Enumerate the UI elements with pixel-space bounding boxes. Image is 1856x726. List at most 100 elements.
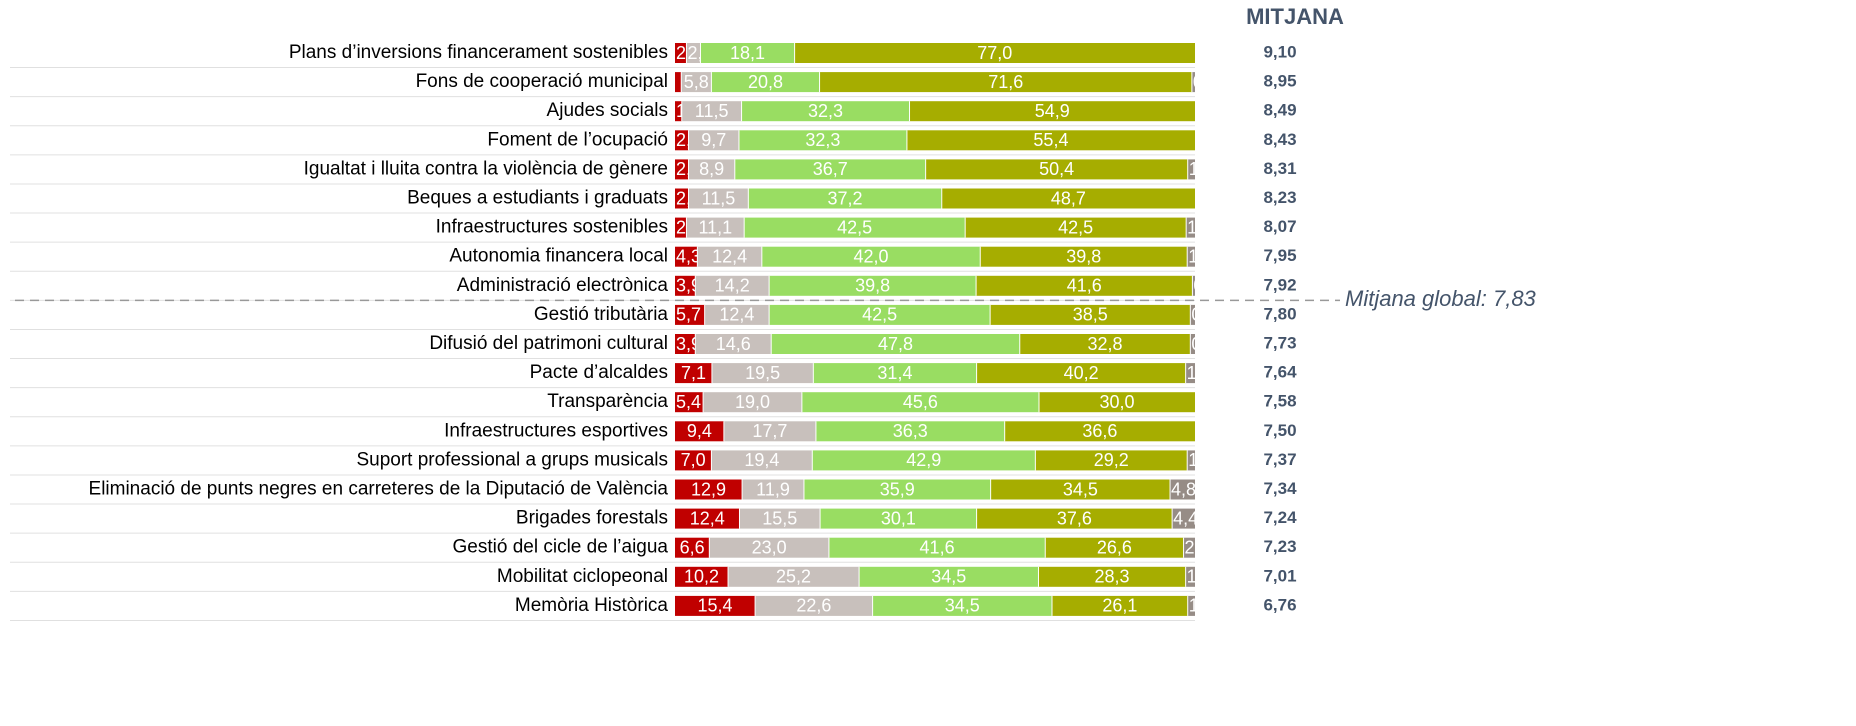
segment-label: 42,5 <box>1058 217 1093 237</box>
segment-label: 30,0 <box>1099 392 1134 412</box>
bar-segment <box>761 246 981 267</box>
segment-label: 39,8 <box>1066 246 1101 266</box>
segment-label: 7,0 <box>681 450 706 470</box>
category-label: Gestió del cicle de l’aigua <box>453 537 669 558</box>
category-label: Infraestructures esportives <box>444 420 668 441</box>
bar-segment <box>1170 479 1195 500</box>
segment-label: 2,2 <box>1185 537 1210 557</box>
mean-value: 6,76 <box>1263 595 1296 614</box>
segment-label: 26,1 <box>1102 596 1137 616</box>
segment-label: 32,3 <box>805 130 840 150</box>
bar-segment <box>1052 595 1188 616</box>
segment-label: 6,6 <box>680 537 705 557</box>
segment-label: 42,9 <box>906 450 941 470</box>
bar-segment <box>1191 72 1195 93</box>
bar-segment <box>872 595 1052 616</box>
bar-segment <box>813 363 977 384</box>
segment-label: 18,1 <box>730 43 765 63</box>
segment-label: 14,2 <box>715 276 750 296</box>
bar-segment <box>675 566 729 587</box>
mean-value: 7,58 <box>1263 392 1296 411</box>
mean-value: 7,24 <box>1263 508 1297 527</box>
bar-segment <box>769 304 991 325</box>
segment-label: 0,9 <box>1191 334 1216 354</box>
segment-label: 5,7 <box>676 305 701 325</box>
bar-segment <box>815 421 1005 442</box>
category-label: Memòria Històrica <box>515 595 669 616</box>
bar-segment <box>990 479 1171 500</box>
category-label: Fons de cooperació municipal <box>416 71 668 92</box>
bar-segment <box>675 275 696 296</box>
bar-segment <box>1192 275 1195 296</box>
segment-label: 41,6 <box>920 537 955 557</box>
average-label: Mitjana global: 7,83 <box>1345 286 1537 311</box>
segment-label: 1,7 <box>1187 217 1212 237</box>
segment-label: 35,9 <box>880 479 915 499</box>
mean-value: 7,64 <box>1263 363 1297 382</box>
category-label: Brigades forestals <box>516 508 668 529</box>
bar-segment <box>976 275 1193 296</box>
segment-label: 11,9 <box>756 479 790 499</box>
mean-value: 8,07 <box>1263 217 1296 236</box>
bar-segment <box>675 595 756 616</box>
segment-label: 17,7 <box>752 421 787 441</box>
category-label: Gestió tributària <box>534 304 669 325</box>
segment-label: 32,8 <box>1088 334 1123 354</box>
bar-segment <box>675 43 687 63</box>
category-label: Suport professional a grups musicals <box>356 449 668 470</box>
segment-label: 11,1 <box>698 217 732 237</box>
segment-label: 39,8 <box>855 276 890 296</box>
bar-segment <box>675 334 696 354</box>
segment-label: 9,4 <box>687 421 712 441</box>
segment-label: 14,6 <box>716 334 751 354</box>
category-label: Difusió del patrimoni cultural <box>429 333 668 354</box>
segment-label: 37,6 <box>1057 508 1092 528</box>
bar-segment <box>980 246 1188 267</box>
segment-label: 26,6 <box>1097 537 1132 557</box>
bar-segment <box>675 217 687 238</box>
mean-value: 7,95 <box>1263 246 1296 265</box>
segment-label: 22,6 <box>796 596 831 616</box>
bar-segment <box>769 275 977 296</box>
segment-label: 12,4 <box>719 305 754 325</box>
mean-value: 8,31 <box>1263 159 1296 178</box>
bar-segment <box>703 392 802 413</box>
bar-segment <box>675 304 705 325</box>
segment-label: 0,6 <box>1193 72 1218 92</box>
segment-label: 36,6 <box>1082 421 1117 441</box>
bar-segment <box>675 479 743 500</box>
bar-segment <box>675 450 712 471</box>
segment-label: 31,4 <box>877 363 912 383</box>
bar-segment <box>711 72 820 93</box>
segment-label: 19,5 <box>745 363 780 383</box>
mean-value: 7,50 <box>1263 421 1296 440</box>
segment-label: 71,6 <box>988 72 1023 92</box>
segment-label: 25,2 <box>776 567 811 587</box>
segment-label: 3,9 <box>676 276 701 296</box>
segment-label: 36,3 <box>893 421 928 441</box>
segment-label: 42,5 <box>837 217 872 237</box>
bar-segment <box>1190 304 1195 325</box>
category-label: Eliminació de punts negres en carreteres… <box>89 479 669 500</box>
category-label: Infraestructures sostenibles <box>436 217 668 238</box>
bar-segment <box>1186 217 1195 238</box>
mean-value: 7,73 <box>1263 333 1296 352</box>
segment-label: 12,4 <box>690 508 725 528</box>
bar-segment <box>1019 334 1191 354</box>
segment-label: 34,5 <box>945 596 980 616</box>
bar-segment <box>739 508 821 529</box>
segment-label: 15,4 <box>698 596 733 616</box>
bar-segment <box>700 43 795 63</box>
segment-label: 4,4 <box>1173 508 1198 528</box>
bar-segment <box>675 159 689 180</box>
mean-value: 7,80 <box>1263 304 1296 323</box>
bar-segment <box>1039 392 1195 413</box>
mean-value: 7,34 <box>1263 479 1297 498</box>
bar-segment <box>675 246 698 267</box>
segment-label: 50,4 <box>1039 159 1074 179</box>
category-label: Transparència <box>547 391 668 412</box>
segment-label: 19,4 <box>744 450 779 470</box>
mean-value: 8,43 <box>1263 130 1296 149</box>
bar-segment <box>688 130 739 151</box>
mean-value: 7,37 <box>1263 450 1296 469</box>
